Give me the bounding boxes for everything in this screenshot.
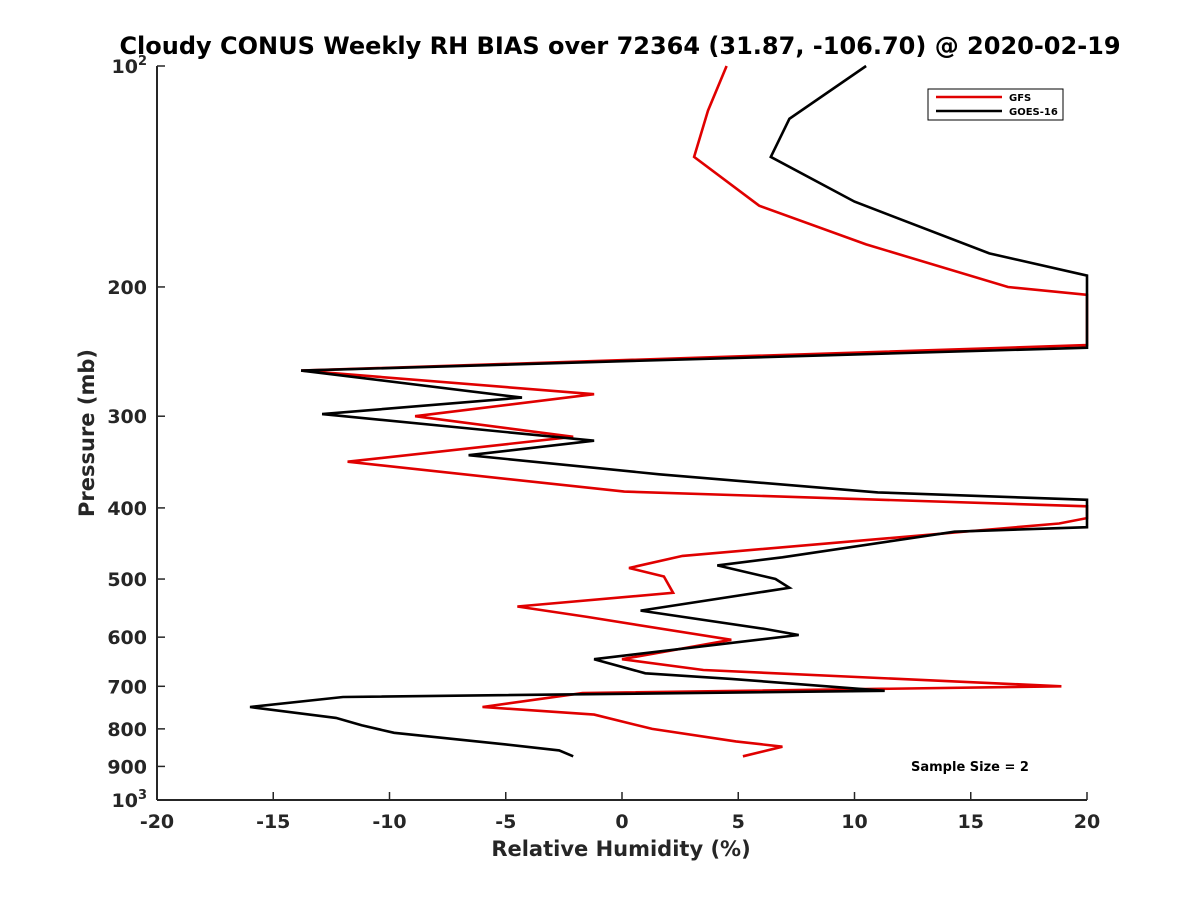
y-tick-label-base: 700	[107, 676, 147, 698]
y-tick-label: 900	[107, 756, 147, 778]
y-tick-label: 300	[107, 406, 147, 428]
y-tick-label-base: 400	[107, 498, 147, 520]
legend-label-gfs: GFS	[1009, 93, 1031, 104]
x-tick-label: -10	[372, 811, 406, 833]
legend-label-goes16: GOES-16	[1009, 107, 1058, 118]
y-tick-label: 500	[107, 569, 147, 591]
x-tick-label: -5	[495, 811, 516, 833]
x-tick-label: 20	[1074, 811, 1100, 833]
x-tick-label: 15	[958, 811, 984, 833]
y-tick-label-base: 800	[107, 719, 147, 741]
chart-title: Cloudy CONUS Weekly RH BIAS over 72364 (…	[119, 32, 1120, 60]
legend: GFS GOES-16	[927, 88, 1064, 121]
x-tick-label: 5	[732, 811, 745, 833]
y-tick-label-exponent: 3	[138, 788, 147, 803]
y-axis-label: Pressure (mb)	[75, 349, 99, 517]
series-layer	[249, 64, 1089, 758]
y-tick-label: 200	[107, 277, 147, 299]
y-tick-label: 400	[107, 498, 147, 520]
y-tick-label-base: 600	[107, 627, 147, 649]
y-tick-label-base: 200	[107, 277, 147, 299]
y-tick-label-base: 10	[112, 56, 138, 78]
y-tick-label-base: 300	[107, 406, 147, 428]
y-tick-label: 600	[107, 627, 147, 649]
y-tick-label: 103	[112, 788, 148, 812]
y-tick-label-base: 10	[112, 790, 138, 812]
x-tick-label: 0	[615, 811, 628, 833]
x-tick-label: -20	[140, 811, 174, 833]
x-axis-label: Relative Humidity (%)	[491, 837, 750, 861]
legend-box	[927, 88, 1064, 121]
y-tick-label: 700	[107, 676, 147, 698]
series-line-goes16	[249, 64, 1089, 758]
y-tick-label-base: 900	[107, 756, 147, 778]
y-tick-label: 102	[112, 54, 148, 78]
y-tick-label-exponent: 2	[138, 54, 147, 69]
series-line-gfs	[300, 65, 1089, 758]
y-tick-label-base: 500	[107, 569, 147, 591]
x-ticks: -20 -15 -10 -5 0 5 10 15 20	[140, 792, 1100, 833]
y-tick-label: 800	[107, 719, 147, 741]
x-tick-label: 10	[841, 811, 867, 833]
sample-size-annotation: Sample Size = 2	[911, 760, 1029, 775]
x-tick-label: -15	[256, 811, 290, 833]
